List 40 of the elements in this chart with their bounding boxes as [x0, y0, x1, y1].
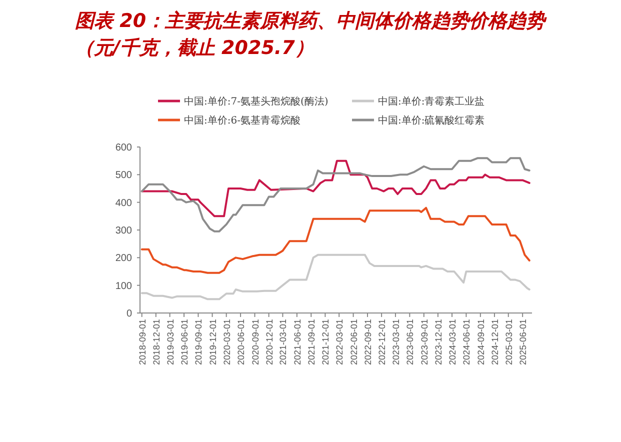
x-tick-label: 2021-12-01: [320, 319, 331, 366]
x-tick-label: 2023-12-01: [433, 319, 444, 366]
legend-label: 中国:单价:6-氨基青霉烷酸: [184, 114, 300, 126]
y-tick-label: 200: [115, 253, 132, 264]
x-tick-label: 2020-12-01: [264, 319, 274, 366]
legend-label: 中国:单价:硫氰酸红霉素: [378, 114, 485, 126]
x-tick-label: 2025-03-01: [504, 319, 514, 366]
x-tick-label: 2023-06-01: [405, 319, 416, 366]
x-tick-label: 2024-12-01: [490, 319, 500, 366]
x-tick-label: 2019-12-01: [208, 319, 218, 366]
x-tick-label: 2024-06-01: [462, 319, 472, 366]
chart-title: 图表 20：主要抗生素原料药、中间体价格趋势价格趋势（元/千克，截止 2025.7）: [75, 9, 548, 61]
x-tick-label: 2022-09-01: [363, 319, 374, 366]
y-tick-label: 300: [115, 226, 132, 236]
x-tick-label: 2022-03-01: [334, 319, 345, 366]
x-tick-label: 2024-09-01: [476, 319, 486, 366]
legend-label: 中国:单价:7-氨基头孢烷酸(酶法): [184, 96, 328, 108]
x-tick-label: 2020-03-01: [222, 319, 232, 366]
x-tick-label: 2023-03-01: [390, 319, 401, 366]
x-tick-label: 2019-06-01: [180, 319, 190, 366]
y-tick-label: 600: [115, 142, 132, 154]
x-tick-label: 2018-09-01: [137, 319, 148, 366]
x-tick-label: 2021-06-01: [292, 319, 302, 366]
y-tick-label: 400: [115, 198, 132, 209]
x-tick-label: 2019-09-01: [194, 319, 204, 366]
legend-label: 中国:单价:青霉素工业盐: [378, 96, 485, 108]
x-tick-label: 2020-09-01: [250, 319, 260, 366]
x-tick-label: 2019-03-01: [165, 319, 176, 366]
x-tick-label: 2022-06-01: [348, 319, 359, 366]
x-tick-label: 2025-06-01: [518, 319, 528, 366]
x-tick-label: 2021-09-01: [306, 319, 317, 366]
x-tick-label: 2020-06-01: [236, 319, 246, 366]
x-tick-label: 2018-12-01: [151, 319, 162, 366]
y-tick-label: 100: [115, 280, 132, 292]
x-tick-label: 2021-03-01: [278, 319, 288, 366]
x-tick-label: 2022-12-01: [377, 319, 388, 366]
y-tick-label: 0: [126, 308, 132, 320]
x-tick-label: 2024-03-01: [447, 319, 458, 366]
y-tick-label: 500: [115, 170, 132, 182]
x-tick-label: 2023-09-01: [419, 319, 430, 366]
